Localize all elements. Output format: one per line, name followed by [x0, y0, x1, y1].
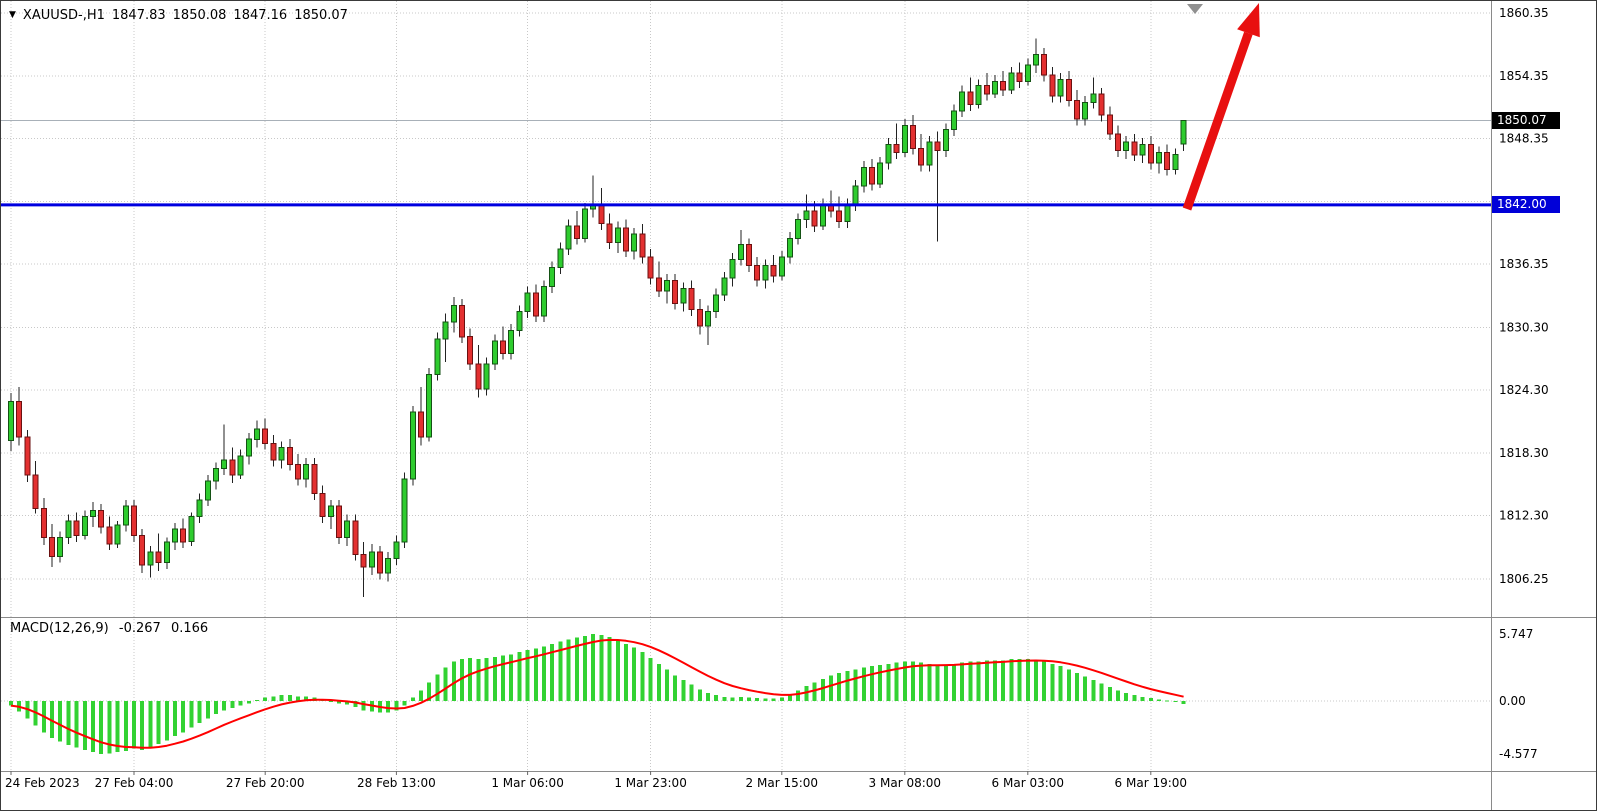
- ohlc-high: 1850.08: [172, 8, 227, 23]
- macd-histogram: [9, 634, 1186, 755]
- price-axis-label: 1854.35: [1499, 69, 1549, 83]
- grid-lines: [1, 1, 1491, 771]
- price-axis-label: 1824.30: [1499, 383, 1549, 397]
- time-axis-label: 28 Feb 13:00: [357, 776, 436, 790]
- time-axis-label: 6 Mar 19:00: [1115, 776, 1188, 790]
- macd-scale-label: 0.00: [1499, 694, 1526, 708]
- time-axis-label: 3 Mar 08:00: [869, 776, 942, 790]
- ohlc-close: 1850.07: [294, 8, 348, 23]
- hline-price-tag[interactable]: 1842.00: [1492, 196, 1560, 213]
- price-axis-label: 1812.30: [1499, 509, 1549, 523]
- price-axis-label: 1806.25: [1499, 572, 1549, 586]
- chart-symbol-timeframe: XAUUSD-,H1: [22, 8, 105, 23]
- candlestick-series: [8, 38, 1187, 598]
- macd-indicator-label: MACD(12,26,9) -0.267 0.166: [10, 621, 214, 636]
- time-axis-label: 27 Feb 04:00: [95, 776, 174, 790]
- scroll-marker-icon[interactable]: [1187, 4, 1203, 14]
- macd-name: MACD(12,26,9): [10, 621, 109, 636]
- macd-main-value: -0.267: [118, 621, 161, 636]
- ohlc-open: 1847.83: [111, 8, 166, 23]
- time-axis[interactable]: 24 Feb 2023 27 Feb 04:00 27 Feb 20:00 28 Fe…: [5, 771, 1187, 790]
- chart-header: ▼ XAUUSD-,H1 1847.83 1850.08 1847.16 185…: [9, 8, 348, 23]
- time-axis-label: 1 Mar 23:00: [614, 776, 687, 790]
- time-axis-label: 27 Feb 20:00: [226, 776, 305, 790]
- time-axis-label: 2 Mar 15:00: [746, 776, 819, 790]
- price-axis-label: 1860.35: [1499, 6, 1549, 20]
- macd-scale-label: 5.747: [1499, 627, 1533, 641]
- price-axis[interactable]: 1860.35 1854.35 1848.35 1836.35 1830.30 1824.…: [1499, 6, 1549, 761]
- time-axis-label: 1 Mar 06:00: [491, 776, 564, 790]
- macd-scale-label: -4.577: [1499, 747, 1538, 761]
- price-axis-label: 1830.30: [1499, 320, 1549, 334]
- price-axis-label: 1836.35: [1499, 257, 1549, 271]
- trend-arrow-object[interactable]: [1182, 3, 1260, 211]
- ohlc-low: 1847.16: [233, 8, 288, 23]
- current-price-tag: 1850.07: [1492, 112, 1560, 129]
- macd-signal-value: 0.166: [170, 621, 209, 636]
- time-axis-label: 6 Mar 03:00: [992, 776, 1065, 790]
- triangle-down-icon: ▼: [9, 10, 16, 20]
- macd-signal-line: [10, 638, 1184, 749]
- time-axis-label: 24 Feb 2023: [5, 776, 80, 790]
- price-axis-label: 1848.35: [1499, 132, 1549, 146]
- price-axis-label: 1818.30: [1499, 446, 1549, 460]
